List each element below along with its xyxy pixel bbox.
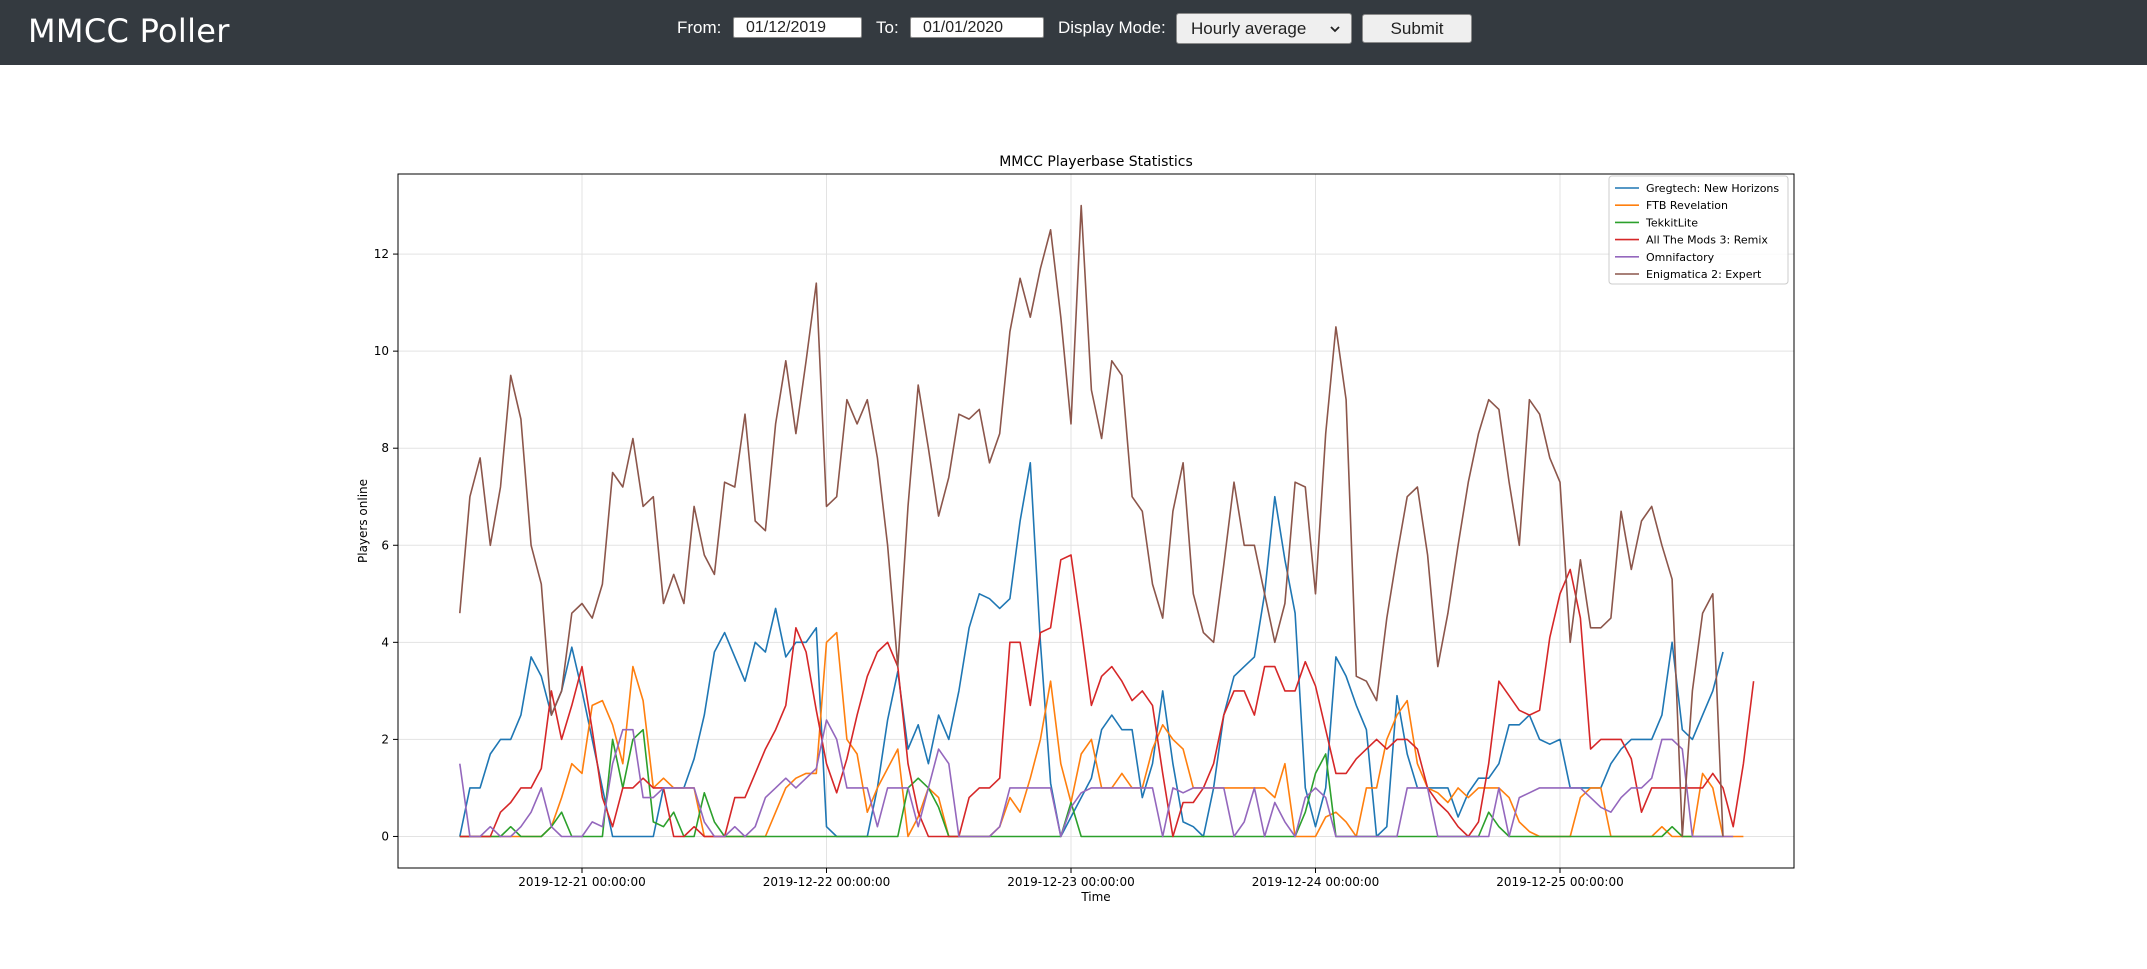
y-tick-label: 10 [374,344,389,358]
y-tick-label: 6 [381,538,389,552]
from-date-input[interactable]: 01/12/2019 [733,17,862,38]
x-tick-label: 2019-12-21 00:00:00 [518,875,645,889]
from-label: From: [677,18,722,37]
legend-box [1608,175,1789,285]
y-tick-label: 2 [381,732,389,746]
x-tick-label: 2019-12-23 00:00:00 [1007,875,1134,889]
to-label: To: [876,18,899,37]
legend-label-4: All The Mods 3: Remix [1646,234,1768,247]
y-tick-label: 0 [381,829,389,843]
x-tick-label: 2019-12-24 00:00:00 [1252,875,1379,889]
x-tick-label: 2019-12-25 00:00:00 [1496,875,1623,889]
y-axis-label: Players online [356,479,370,563]
y-tick-label: 8 [381,441,389,455]
display-mode-value: Hourly average [1191,19,1307,38]
submit-button[interactable]: Submit [1362,14,1472,43]
series-line-4 [459,554,1755,838]
chevron-down-icon [1330,26,1340,33]
legend-label-1: Gregtech: New Horizons [1646,182,1779,195]
legend-label-5: Omnifactory [1646,251,1715,264]
to-date-input[interactable]: 01/01/2020 [910,17,1044,38]
plot-frame [397,173,1795,869]
x-tick-label: 2019-12-22 00:00:00 [763,875,890,889]
top-navbar: MMCC Poller From: 01/12/2019 To: 01/01/2… [0,0,2147,65]
legend-label-3: TekkitLite [1645,216,1698,229]
display-mode-label: Display Mode: [1058,18,1166,37]
x-axis-label: Time [1080,890,1110,904]
series-line-5 [459,719,1734,838]
series-line-6 [459,204,1724,838]
y-tick-label: 4 [381,635,389,649]
app-brand[interactable]: MMCC Poller [28,12,230,50]
chart-title: MMCC Playerbase Statistics [999,154,1193,170]
legend-label-2: FTB Revelation [1646,199,1728,212]
y-tick-label: 12 [374,247,389,261]
display-mode-select[interactable]: Hourly average [1176,13,1352,44]
legend-label-6: Enigmatica 2: Expert [1646,268,1762,281]
